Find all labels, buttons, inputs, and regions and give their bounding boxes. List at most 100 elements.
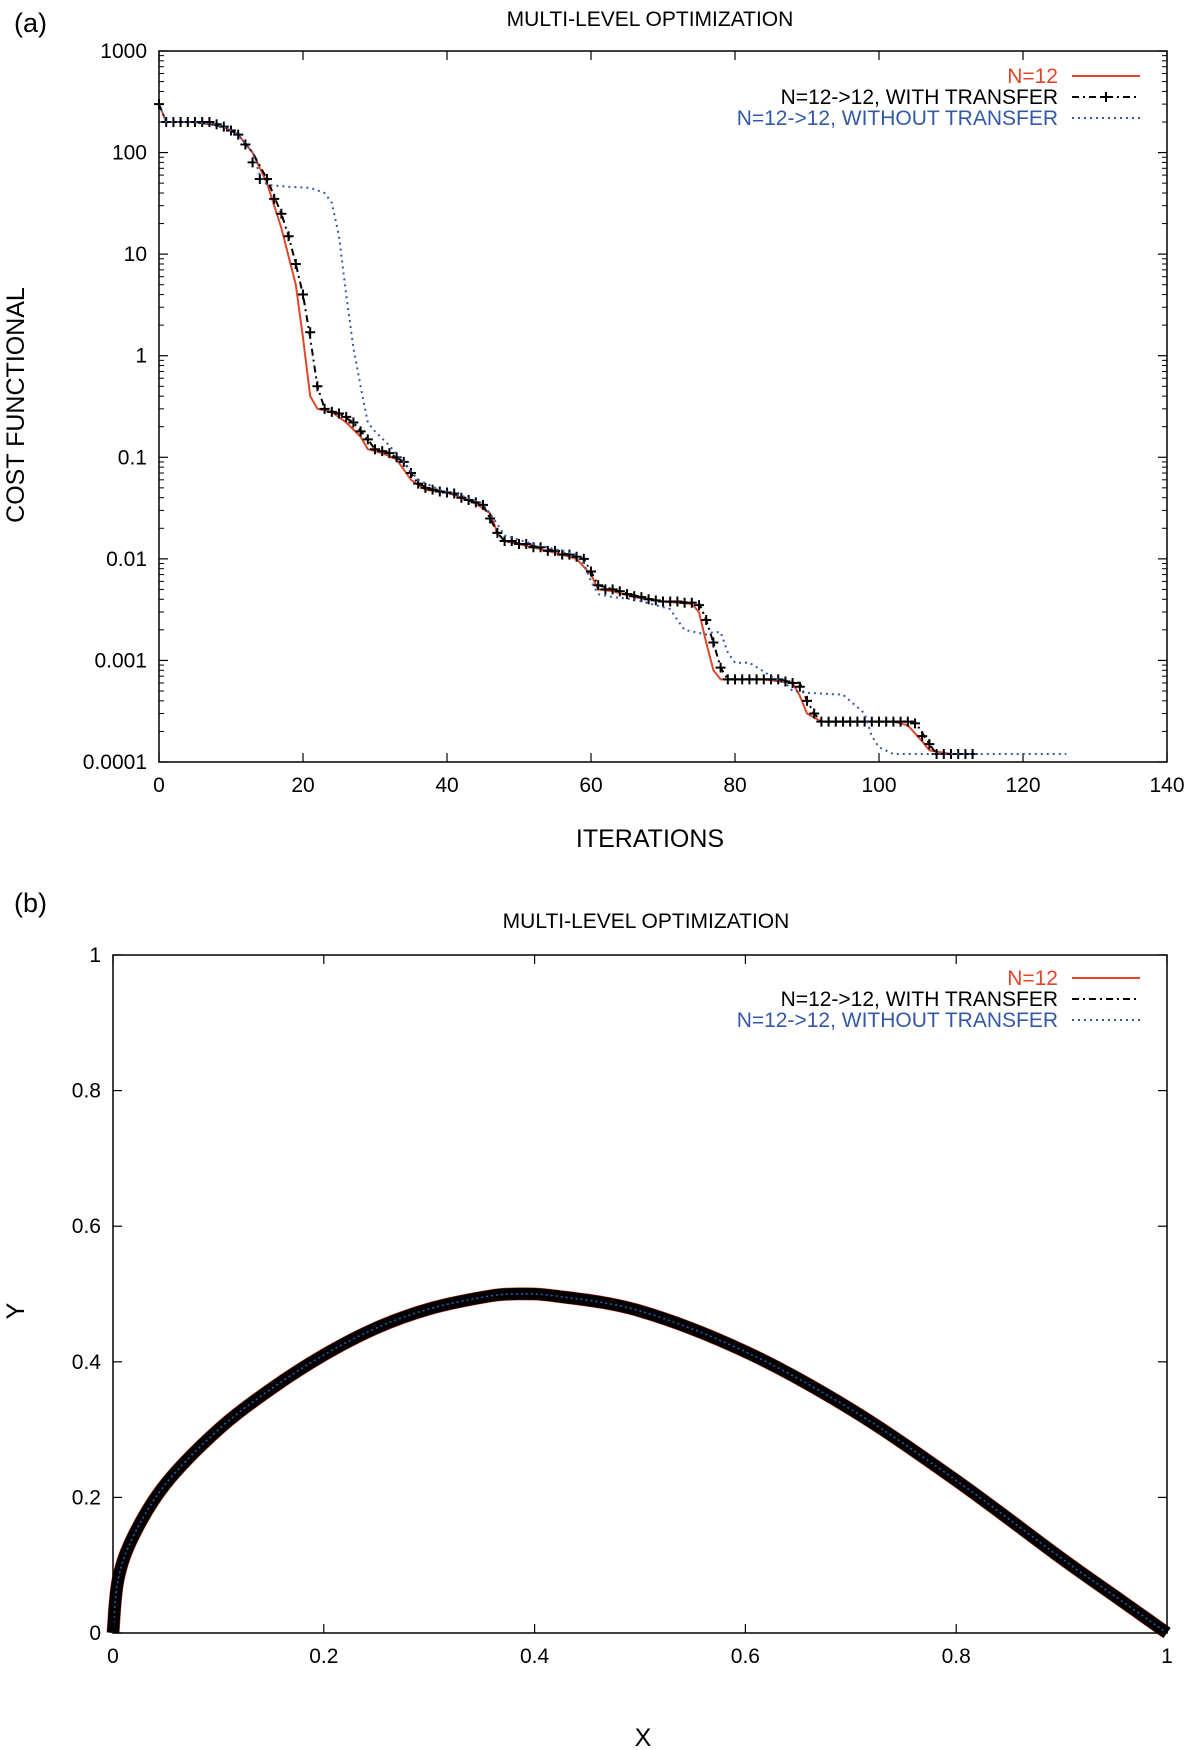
series-marker	[348, 417, 359, 428]
panel-a-axis-ticks: 0 20 40 60 80 100 120 140 0.0001 0.001 0.01 0.1 1 10 1…	[83, 40, 1185, 797]
series-marker	[312, 381, 323, 392]
series-marker	[571, 551, 582, 562]
series-marker	[427, 484, 438, 495]
panel-a-y-axis-title: COST FUNCTIONAL	[2, 287, 30, 523]
x-tick-label: 0.6	[731, 1645, 760, 1668]
series-marker	[326, 406, 337, 417]
panel-b-plot-frame	[112, 954, 1168, 1634]
series-marker	[643, 594, 654, 605]
series-marker	[305, 327, 316, 338]
y-tick-label: 0.01	[106, 548, 147, 571]
series-marker	[377, 446, 388, 457]
series-marker	[319, 403, 330, 414]
panel-a-title: MULTI-LEVEL OPTIMIZATION	[507, 8, 794, 31]
x-tick-label: 40	[435, 774, 458, 797]
legend-label: N=12->12, WITHOUT TRANSFER	[737, 107, 1058, 130]
y-tick-label: 1000	[100, 40, 147, 63]
legend-label: N=12->12, WITH TRANSFER	[781, 86, 1058, 109]
panel-a-x-axis-title: ITERATIONS	[576, 825, 724, 853]
series-marker	[686, 597, 697, 608]
series-marker	[204, 116, 215, 127]
series-marker	[586, 566, 596, 577]
panel-a-plot-frame	[158, 50, 1168, 763]
y-tick-label: 100	[112, 142, 147, 165]
panel-b-y-axis-title: Y	[2, 1302, 30, 1319]
series-marker	[614, 586, 625, 597]
y-tick-label: 0.1	[118, 446, 147, 469]
series-marker	[701, 615, 712, 626]
y-tick-label: 0.001	[94, 649, 147, 672]
series-marker	[449, 488, 460, 499]
x-tick-label: 60	[579, 774, 602, 797]
x-tick-label: 0.4	[520, 1645, 550, 1668]
series-marker	[550, 545, 560, 556]
series-marker	[694, 600, 704, 611]
y-tick-label: 1	[89, 944, 101, 967]
x-tick-label: 140	[1149, 774, 1184, 797]
series-marker	[276, 208, 287, 219]
panel-b-axis-ticks: 0 0.2 0.4 0.6 0.8 1 0 0.2 0.4 0.6 0.8 1	[72, 944, 1173, 1668]
series-marker	[787, 677, 798, 688]
panel-b-chart: (b) MULTI-LEVEL OPTIMIZATION X Y 0 0.2 0.4…	[2, 888, 1173, 1750]
series-line	[106, 1287, 1171, 1639]
panel-b-series	[106, 1287, 1171, 1639]
x-tick-label: 0	[153, 774, 165, 797]
legend-label: N=12	[1007, 65, 1058, 88]
series-marker	[420, 482, 431, 493]
legend-label: N=12->12, WITHOUT TRANSFER	[737, 1009, 1058, 1032]
series-marker	[233, 129, 244, 140]
panel-b-title: MULTI-LEVEL OPTIMIZATION	[503, 910, 790, 933]
series-marker	[485, 513, 496, 524]
series-marker	[355, 426, 366, 437]
series-marker	[362, 434, 373, 445]
series-marker	[521, 539, 532, 550]
series-line	[107, 1287, 1171, 1638]
x-tick-label: 100	[861, 774, 896, 797]
series-marker	[564, 549, 575, 560]
series-marker	[492, 527, 503, 538]
series-line	[158, 103, 1067, 755]
series-line	[158, 103, 952, 755]
series-marker	[917, 731, 928, 742]
series-marker	[283, 231, 294, 242]
series-marker	[593, 580, 604, 591]
y-tick-label: 0.6	[72, 1215, 101, 1238]
series-marker	[809, 708, 820, 719]
x-tick-label: 0.2	[309, 1645, 338, 1668]
y-tick-label: 0	[89, 1622, 101, 1645]
legend-marker	[1101, 92, 1111, 102]
panel-a-label: (a)	[14, 8, 47, 38]
series-line	[158, 103, 973, 755]
series-marker	[910, 718, 920, 729]
y-tick-label: 10	[124, 243, 147, 266]
series-marker	[463, 494, 474, 505]
series-marker	[607, 584, 618, 595]
panel-b-label: (b)	[14, 888, 47, 918]
series-marker	[708, 637, 719, 648]
y-tick-label: 0.8	[72, 1080, 101, 1103]
series-marker	[334, 408, 344, 419]
panel-b-x-axis-title: X	[635, 1724, 652, 1750]
series-marker	[298, 289, 308, 300]
series-marker	[802, 695, 812, 706]
series-marker	[470, 497, 481, 508]
series-marker	[456, 492, 467, 503]
series-marker	[341, 411, 352, 422]
x-tick-label: 80	[723, 774, 746, 797]
series-marker	[290, 258, 301, 269]
y-tick-label: 1	[135, 345, 147, 368]
series-marker	[384, 448, 395, 459]
series-marker	[715, 662, 726, 673]
panel-a-chart: (a) MULTI-LEVEL OPTIMIZATION ITERATIONS …	[2, 8, 1185, 853]
legend-label: N=12->12, WITH TRANSFER	[781, 988, 1058, 1011]
series-marker	[672, 596, 683, 607]
series-marker	[535, 542, 546, 553]
series-marker	[240, 139, 251, 150]
x-tick-label: 20	[291, 774, 314, 797]
y-tick-label: 0.2	[72, 1486, 101, 1509]
series-marker	[650, 595, 661, 606]
y-tick-label: 0.4	[72, 1351, 102, 1374]
